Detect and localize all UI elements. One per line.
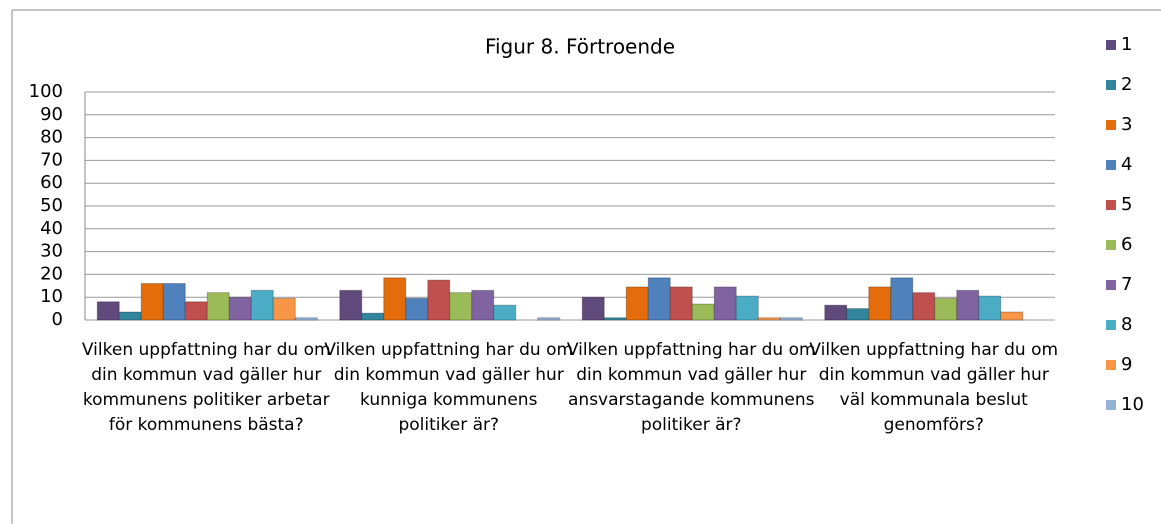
legend-label: 7 — [1121, 274, 1132, 295]
y-tick-label: 40 — [40, 218, 63, 239]
bar — [735, 295, 759, 321]
bar — [691, 303, 715, 321]
x-tick-label: Vilken uppfattning har du om din kommun … — [566, 340, 816, 435]
y-tick-label: 100 — [29, 81, 63, 102]
legend-label: 8 — [1121, 314, 1132, 335]
bar — [96, 301, 120, 321]
legend-swatch — [1106, 120, 1116, 130]
y-tick-label: 60 — [40, 172, 63, 193]
bar — [978, 295, 1002, 321]
bar — [250, 289, 274, 321]
bar — [890, 277, 914, 321]
y-tick-label: 0 — [52, 309, 63, 330]
y-tick-label: 70 — [40, 149, 63, 170]
legend-swatch — [1106, 240, 1116, 250]
bar — [912, 292, 936, 321]
legend-label: 3 — [1121, 114, 1132, 135]
bar — [405, 297, 429, 321]
bar — [228, 296, 252, 321]
legend-swatch — [1106, 200, 1116, 210]
bar — [162, 283, 186, 321]
y-tick-label: 10 — [40, 286, 63, 307]
bar — [956, 289, 980, 321]
chart-title: Figur 8. Förtroende — [485, 35, 675, 59]
legend-label: 5 — [1121, 194, 1132, 215]
legend-label: 9 — [1121, 354, 1132, 375]
bar — [779, 317, 803, 321]
legend-swatch — [1106, 160, 1116, 170]
bar — [846, 308, 870, 321]
bar — [427, 279, 451, 321]
legend-swatch — [1106, 40, 1116, 50]
y-tick-label: 90 — [40, 104, 63, 125]
legend-label: 4 — [1121, 154, 1132, 175]
legend-swatch — [1106, 400, 1116, 410]
bar — [361, 312, 385, 321]
x-tick-label: Vilken uppfattning har du om din kommun … — [809, 340, 1059, 435]
legend-label: 2 — [1121, 74, 1132, 95]
bar — [669, 286, 693, 321]
bar — [537, 317, 561, 321]
bar — [383, 277, 407, 321]
y-tick-label: 20 — [40, 263, 63, 284]
bar — [184, 301, 208, 321]
bar — [757, 317, 781, 321]
bar — [140, 283, 164, 321]
bar — [824, 304, 848, 321]
bar — [625, 286, 649, 321]
bar — [471, 289, 495, 321]
bar — [449, 292, 473, 321]
bar — [294, 317, 318, 321]
bar — [493, 304, 517, 321]
x-tick-label: Vilken uppfattning har du om din kommun … — [81, 340, 331, 435]
bar — [603, 317, 627, 321]
bar — [339, 289, 363, 321]
legend-swatch — [1106, 320, 1116, 330]
bar — [118, 311, 142, 321]
legend-swatch — [1106, 80, 1116, 90]
bar — [868, 286, 892, 321]
y-tick-label: 30 — [40, 241, 63, 262]
y-tick-label: 50 — [40, 195, 63, 216]
y-tick-label: 80 — [40, 127, 63, 148]
legend-swatch — [1106, 360, 1116, 370]
bar — [647, 277, 671, 321]
bar — [934, 297, 958, 321]
bar — [272, 297, 296, 321]
legend-label: 6 — [1121, 234, 1132, 255]
x-tick-label: Vilken uppfattning har du om din kommun … — [324, 340, 574, 435]
legend-swatch — [1106, 280, 1116, 290]
legend-label: 1 — [1121, 34, 1132, 55]
bar — [1000, 311, 1024, 321]
legend-label: 10 — [1121, 394, 1144, 415]
bar — [713, 286, 737, 321]
bar — [206, 292, 230, 321]
bar — [581, 296, 605, 321]
